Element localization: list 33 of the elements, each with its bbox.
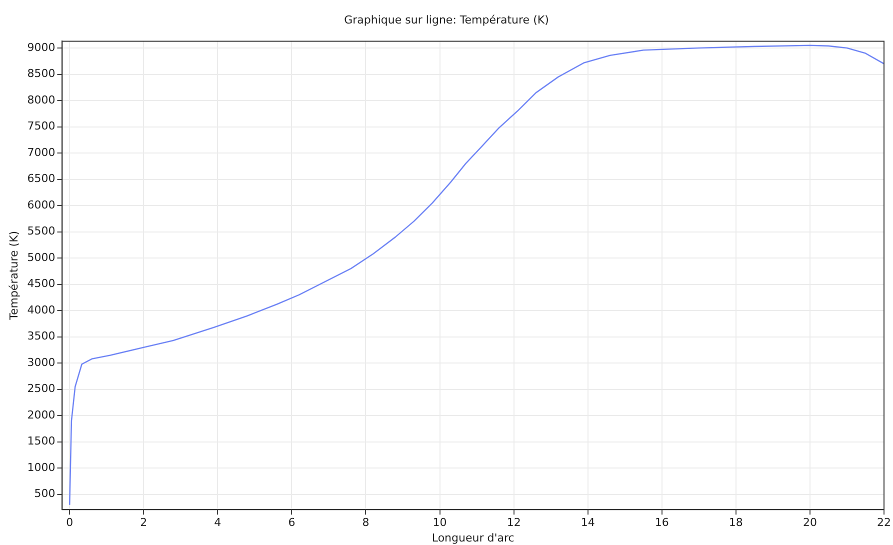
y-tick-label: 1500 (27, 434, 56, 448)
x-tick-label: 8 (362, 516, 370, 530)
y-tick-label: 5500 (27, 224, 56, 238)
y-tick-label: 500 (34, 487, 56, 500)
x-tick-label: 22 (877, 516, 891, 530)
x-tick-label: 0 (66, 516, 74, 530)
y-tick-label: 3500 (27, 330, 56, 343)
x-tick-label: 12 (506, 516, 521, 530)
x-tick-label: 16 (654, 516, 669, 530)
y-tick-label: 4500 (27, 277, 56, 290)
y-tick-label: 3000 (27, 356, 56, 369)
y-tick-label: 4000 (27, 303, 56, 316)
y-axis-title: Température (K) (7, 230, 20, 321)
chart-title: Graphique sur ligne: Température (K) (344, 13, 549, 26)
x-tick-label: 2 (140, 516, 148, 530)
y-tick-label: 7000 (27, 146, 56, 159)
x-tick-label: 18 (728, 516, 743, 530)
x-tick-label: 14 (580, 516, 595, 530)
y-tick-label: 8000 (27, 93, 56, 106)
y-tick-label: 9000 (27, 40, 56, 54)
y-tick-label: 5000 (27, 250, 56, 264)
x-tick-label: 4 (214, 516, 222, 530)
x-tick-label: 10 (432, 516, 447, 530)
x-tick-label: 20 (802, 516, 817, 530)
y-tick-label: 8500 (27, 67, 56, 80)
y-tick-label: 1000 (27, 460, 56, 474)
y-tick-label: 7500 (27, 120, 56, 133)
y-tick-label: 2500 (27, 382, 56, 396)
y-tick-label: 2000 (27, 408, 56, 422)
x-axis-title: Longueur d'arc (432, 531, 514, 544)
y-tick-label: 6500 (27, 172, 56, 186)
y-tick-label: 6000 (27, 198, 56, 212)
x-tick-label: 6 (288, 516, 296, 530)
